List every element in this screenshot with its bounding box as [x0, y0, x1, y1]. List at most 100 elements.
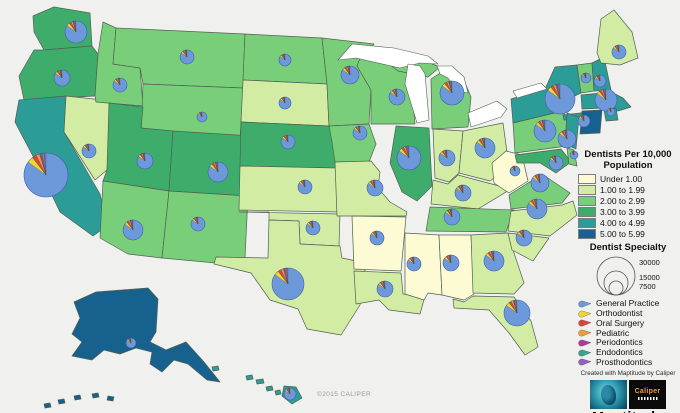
class-label: 5.00 to 5.99: [600, 228, 645, 239]
specialty-label: Periodontics: [596, 337, 643, 348]
pie-IL: [396, 145, 422, 171]
pie-MT: [179, 49, 195, 65]
legend-panel: Dentists Per 10,000 Population Under 1.0…: [578, 149, 678, 413]
specialty-arrow-icon: [578, 339, 592, 347]
specialty-arrow-icon: [578, 300, 592, 308]
pie-NJ: [557, 129, 577, 149]
pie-FL: [503, 299, 531, 327]
pie-MA: [594, 88, 618, 112]
class-legend-row: 1.00 to 1.99: [578, 184, 678, 195]
pie-MN: [340, 65, 360, 85]
class-legend-row: 4.00 to 4.99: [578, 217, 678, 228]
state-KS[interactable]: [238, 165, 341, 213]
specialty-legend: General Practice Orthodontist Oral Surgery…: [578, 298, 678, 367]
state-AK[interactable]: [57, 398, 66, 405]
pie-TX: [271, 267, 305, 301]
pie-AZ: [122, 219, 144, 241]
pie-CA: [23, 152, 69, 198]
class-label: 2.00 to 2.99: [600, 195, 645, 206]
class-swatch: [578, 206, 596, 217]
caliper-logo: Caliper: [629, 379, 666, 409]
pie-GA: [483, 250, 505, 272]
class-swatch: [578, 217, 596, 228]
pie-HI: [283, 387, 297, 401]
state-AK[interactable]: [73, 394, 82, 401]
pie-OH: [474, 137, 496, 159]
class-legend-row: 5.00 to 5.99: [578, 228, 678, 239]
state-HI[interactable]: [274, 389, 282, 396]
specialty-arrow-icon: [578, 359, 592, 366]
state-AK[interactable]: [71, 287, 221, 383]
pie-ME: [611, 44, 627, 60]
state-TN[interactable]: [425, 206, 515, 233]
state-NM[interactable]: [161, 190, 249, 264]
specialty-legend-row: Prosthodontics: [578, 357, 678, 367]
pie-SC: [515, 229, 533, 247]
specialty-legend-row: Periodontics: [578, 337, 678, 348]
class-swatch: [578, 184, 596, 195]
pie-RI: [606, 107, 616, 117]
pie-NE: [280, 134, 296, 150]
state-HI[interactable]: [245, 374, 254, 381]
class-swatch: [578, 228, 596, 239]
specialty-arrow-icon: [578, 349, 592, 357]
pie-KS: [297, 179, 313, 195]
pie-NH: [593, 74, 607, 88]
size-circle: [608, 281, 624, 296]
legend-title-line1: Dentists Per 10,000: [584, 149, 672, 160]
size-circle-label: 15000: [639, 273, 660, 282]
caliper-logo-bar-icon: [637, 397, 658, 401]
state-AK[interactable]: [91, 392, 100, 399]
maptitude-wordmark: Maptitude: [578, 410, 678, 413]
legend-title-line2: Population: [603, 160, 653, 172]
great-lake: [512, 82, 548, 99]
choropleth-class-legend: Under 1.00 1.00 to 1.99 2.00 to 2.99 3.00 t…: [578, 173, 678, 239]
class-swatch: [578, 173, 596, 184]
pie-DE: [569, 150, 579, 160]
great-lake: [337, 43, 439, 69]
pie-WV: [509, 165, 521, 177]
specialty-arrow-icon: [578, 310, 592, 317]
pie-AR: [369, 230, 385, 246]
specialty-label: Endodontics: [596, 347, 643, 358]
specialty-legend-row: Pediatric: [578, 328, 678, 338]
pie-SD: [278, 96, 292, 110]
pie-IA: [352, 125, 368, 141]
state-AZ[interactable]: [99, 180, 170, 259]
specialty-label: General Practice: [596, 298, 660, 309]
specialty-label: Oral Surgery: [596, 317, 645, 328]
pie-CO: [207, 161, 229, 183]
pie-VT: [580, 72, 592, 84]
class-legend-row: 2.00 to 2.99: [578, 195, 678, 206]
great-lake: [467, 100, 508, 128]
map-credit: Created with Maptitude by Caliper: [580, 369, 676, 377]
pie-OR: [53, 69, 71, 87]
state-NC[interactable]: [507, 200, 578, 237]
pie-KY: [454, 184, 472, 202]
state-AK[interactable]: [106, 395, 115, 402]
pie-MD: [548, 155, 564, 171]
state-ME[interactable]: [596, 9, 639, 66]
state-IA[interactable]: [328, 123, 377, 163]
state-HI[interactable]: [255, 378, 265, 385]
state-HI[interactable]: [211, 365, 220, 372]
pie-AK: [125, 337, 137, 349]
pie-MS: [406, 256, 422, 272]
class-label: 4.00 to 4.99: [600, 217, 645, 228]
class-label: 3.00 to 3.99: [600, 206, 645, 217]
state-AK[interactable]: [43, 402, 52, 409]
state-HI[interactable]: [265, 385, 274, 392]
copyright-text: ©2015 CALIPER: [317, 391, 372, 398]
size-circle: [603, 271, 629, 296]
size-circle: [596, 257, 636, 296]
size-circle-label: 7500: [639, 282, 656, 291]
specialty-legend-row: General Practice: [578, 298, 678, 309]
pie-MI: [439, 80, 465, 106]
pie-WI: [388, 88, 406, 106]
specialty-label: Orthodontist: [596, 308, 643, 318]
great-lake: [404, 63, 430, 124]
pie-NC: [526, 198, 548, 220]
specialty-legend-row: Endodontics: [578, 347, 678, 358]
